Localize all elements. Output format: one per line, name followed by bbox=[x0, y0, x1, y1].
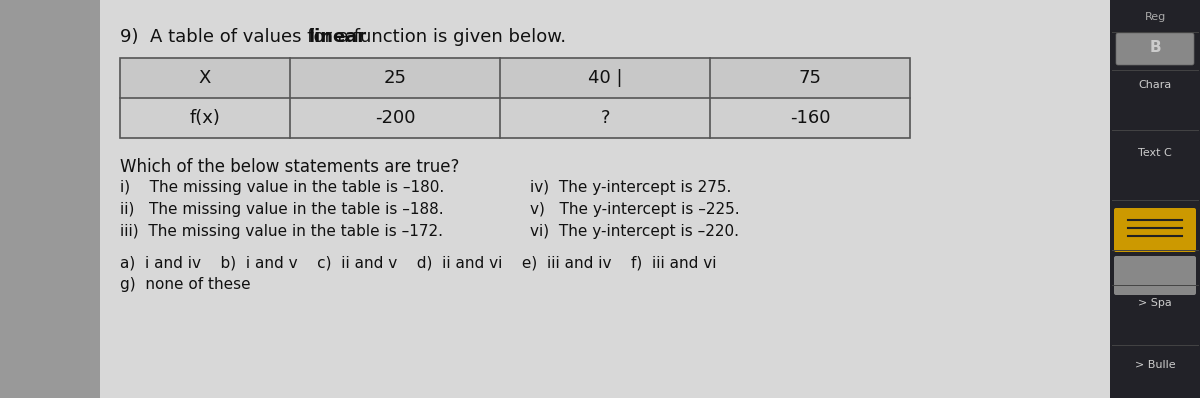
Text: > Bulle: > Bulle bbox=[1135, 360, 1175, 370]
Text: Which of the below statements are true?: Which of the below statements are true? bbox=[120, 158, 460, 176]
Bar bbox=[100, 0, 1110, 398]
Bar bbox=[120, 58, 910, 98]
Text: -160: -160 bbox=[790, 109, 830, 127]
Text: g)  none of these: g) none of these bbox=[120, 277, 251, 292]
Text: B: B bbox=[1150, 40, 1160, 55]
Text: function is given below.: function is given below. bbox=[348, 28, 566, 46]
Text: i)    The missing value in the table is –180.: i) The missing value in the table is –18… bbox=[120, 180, 444, 195]
Text: ?: ? bbox=[600, 109, 610, 127]
Text: iii)  The missing value in the table is –172.: iii) The missing value in the table is –… bbox=[120, 224, 443, 239]
Bar bbox=[120, 98, 910, 138]
Bar bbox=[120, 58, 910, 138]
Text: 40 |: 40 | bbox=[588, 69, 623, 87]
Text: 75: 75 bbox=[798, 69, 822, 87]
Text: -200: -200 bbox=[374, 109, 415, 127]
Text: Reg: Reg bbox=[1145, 12, 1165, 22]
Text: 9)  A table of values for a: 9) A table of values for a bbox=[120, 28, 355, 46]
Text: 25: 25 bbox=[384, 69, 407, 87]
Bar bbox=[1110, 0, 1200, 398]
Text: a)  i and iv    b)  i and v    c)  ii and v    d)  ii and vi    e)  iii and iv  : a) i and iv b) i and v c) ii and v d) ii… bbox=[120, 255, 716, 270]
Text: > Spa: > Spa bbox=[1138, 298, 1172, 308]
Text: X: X bbox=[199, 69, 211, 87]
Text: v)   The y-intercept is –225.: v) The y-intercept is –225. bbox=[530, 202, 739, 217]
Bar bbox=[0, 0, 100, 398]
Text: vi)  The y-intercept is –220.: vi) The y-intercept is –220. bbox=[530, 224, 739, 239]
Text: linear: linear bbox=[308, 28, 366, 46]
Text: ii)   The missing value in the table is –188.: ii) The missing value in the table is –1… bbox=[120, 202, 444, 217]
FancyBboxPatch shape bbox=[1116, 33, 1194, 65]
FancyBboxPatch shape bbox=[1114, 256, 1196, 295]
Text: f(x): f(x) bbox=[190, 109, 221, 127]
Text: Chara: Chara bbox=[1139, 80, 1171, 90]
Text: Text C: Text C bbox=[1138, 148, 1172, 158]
FancyBboxPatch shape bbox=[1114, 208, 1196, 252]
Text: iv)  The y-intercept is 275.: iv) The y-intercept is 275. bbox=[530, 180, 731, 195]
